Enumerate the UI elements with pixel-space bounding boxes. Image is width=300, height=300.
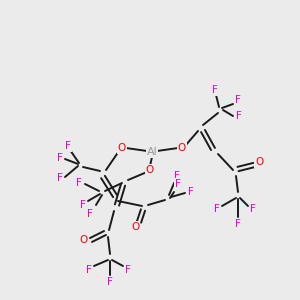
Text: F: F bbox=[235, 219, 241, 229]
Text: F: F bbox=[175, 179, 181, 189]
Text: F: F bbox=[235, 95, 241, 105]
Text: O: O bbox=[131, 222, 139, 232]
Text: F: F bbox=[65, 141, 71, 151]
Text: F: F bbox=[212, 85, 218, 95]
Text: F: F bbox=[87, 209, 93, 219]
Text: F: F bbox=[57, 173, 63, 183]
Text: Al: Al bbox=[147, 147, 158, 157]
Text: O: O bbox=[118, 143, 126, 153]
Text: O: O bbox=[80, 235, 88, 245]
Text: F: F bbox=[76, 178, 82, 188]
Text: F: F bbox=[86, 265, 92, 275]
Text: F: F bbox=[236, 111, 242, 121]
Text: F: F bbox=[125, 265, 131, 275]
Text: O: O bbox=[178, 143, 186, 153]
Text: F: F bbox=[80, 200, 86, 210]
Text: F: F bbox=[174, 171, 180, 181]
Text: F: F bbox=[57, 153, 63, 163]
Text: F: F bbox=[188, 187, 194, 197]
Text: F: F bbox=[107, 277, 113, 287]
Text: F: F bbox=[250, 204, 256, 214]
Text: O: O bbox=[146, 165, 154, 175]
Text: O: O bbox=[255, 157, 263, 167]
Text: F: F bbox=[214, 204, 220, 214]
